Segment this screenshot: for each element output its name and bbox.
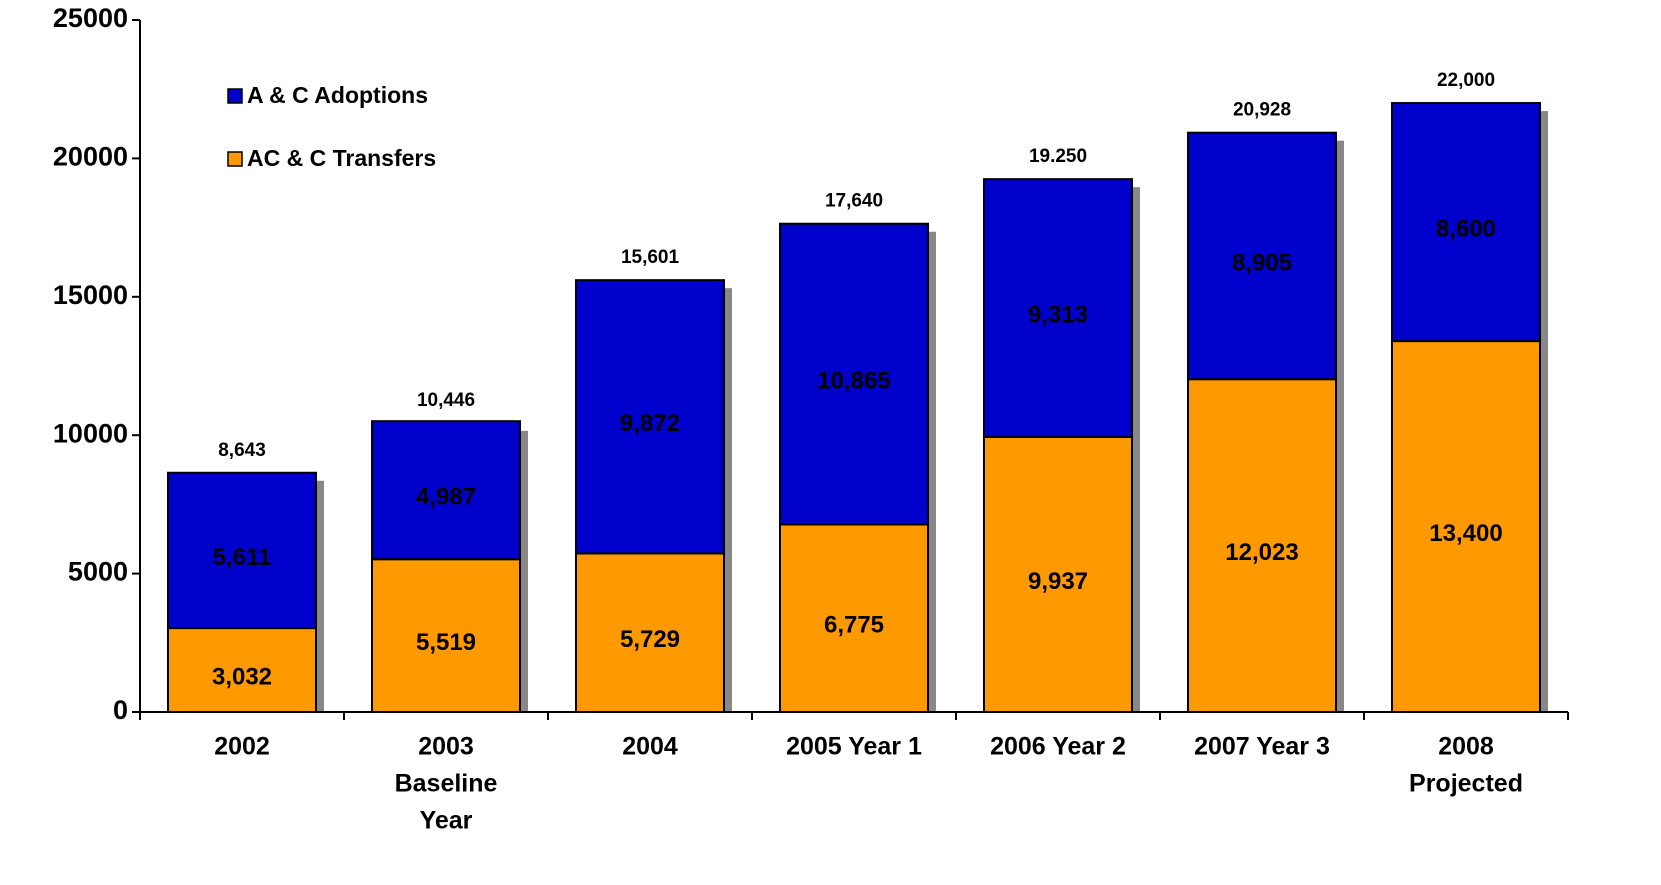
x-tick-label: Year — [420, 807, 473, 835]
x-tick-label: 2007 Year 3 — [1194, 733, 1330, 761]
value-label: 9,937 — [1028, 568, 1088, 595]
value-label: 13,400 — [1429, 520, 1502, 547]
value-label: 5,519 — [416, 629, 476, 656]
bar-segment — [983, 178, 1133, 438]
bar-segment — [779, 523, 929, 714]
bar-segment — [371, 420, 521, 561]
total-label: 22,000 — [1437, 70, 1495, 91]
value-label: 8,905 — [1232, 249, 1292, 276]
value-label: 8,600 — [1436, 215, 1496, 242]
value-label: 9,872 — [620, 410, 680, 437]
y-tick-label: 5000 — [68, 557, 128, 587]
bar-segment — [167, 471, 317, 630]
y-tick-label: 0 — [113, 695, 128, 725]
bar-segment — [1391, 102, 1541, 343]
bar-segment — [1391, 340, 1541, 713]
legend-label: A & C Adoptions — [247, 82, 428, 108]
total-label: 19.250 — [1029, 146, 1087, 167]
y-tick-label: 15000 — [53, 280, 128, 310]
x-tick-label: 2003 — [418, 733, 474, 761]
legend-swatch — [227, 151, 243, 167]
total-label: 20,928 — [1233, 100, 1291, 121]
value-label: 9,313 — [1028, 301, 1088, 328]
bar-segment — [983, 435, 1133, 713]
y-tick-label: 20000 — [53, 142, 128, 172]
y-tick-label: 25000 — [53, 3, 128, 33]
value-label: 5,611 — [213, 544, 272, 571]
bar-segment — [779, 222, 929, 526]
x-tick-label: 2005 Year 1 — [786, 733, 922, 761]
x-tick-label: 2004 — [622, 733, 678, 761]
legend-swatch — [227, 88, 243, 104]
value-label: 12,023 — [1225, 539, 1298, 566]
value-label: 6,775 — [824, 612, 884, 639]
x-tick-label: 2006 Year 2 — [990, 733, 1126, 761]
value-label: 10,865 — [817, 367, 890, 394]
total-label: 10,446 — [417, 390, 475, 411]
x-tick-label: 2002 — [214, 733, 270, 761]
x-tick-label: 2008 — [1438, 733, 1494, 761]
total-label: 15,601 — [621, 247, 680, 268]
total-label: 8,643 — [218, 440, 266, 461]
bar-segment — [1187, 131, 1337, 381]
bar-segment — [575, 279, 725, 555]
bar-segment — [167, 627, 317, 713]
value-label: 3,032 — [212, 663, 272, 690]
x-tick-label: Baseline — [395, 770, 498, 798]
value-label: 5,729 — [620, 626, 680, 653]
legend-label: AC & C Transfers — [247, 145, 436, 171]
y-tick-label: 10000 — [53, 418, 128, 448]
x-tick-label: Projected — [1409, 770, 1523, 798]
total-label: 17,640 — [825, 191, 883, 212]
value-label: 4,987 — [416, 484, 476, 511]
